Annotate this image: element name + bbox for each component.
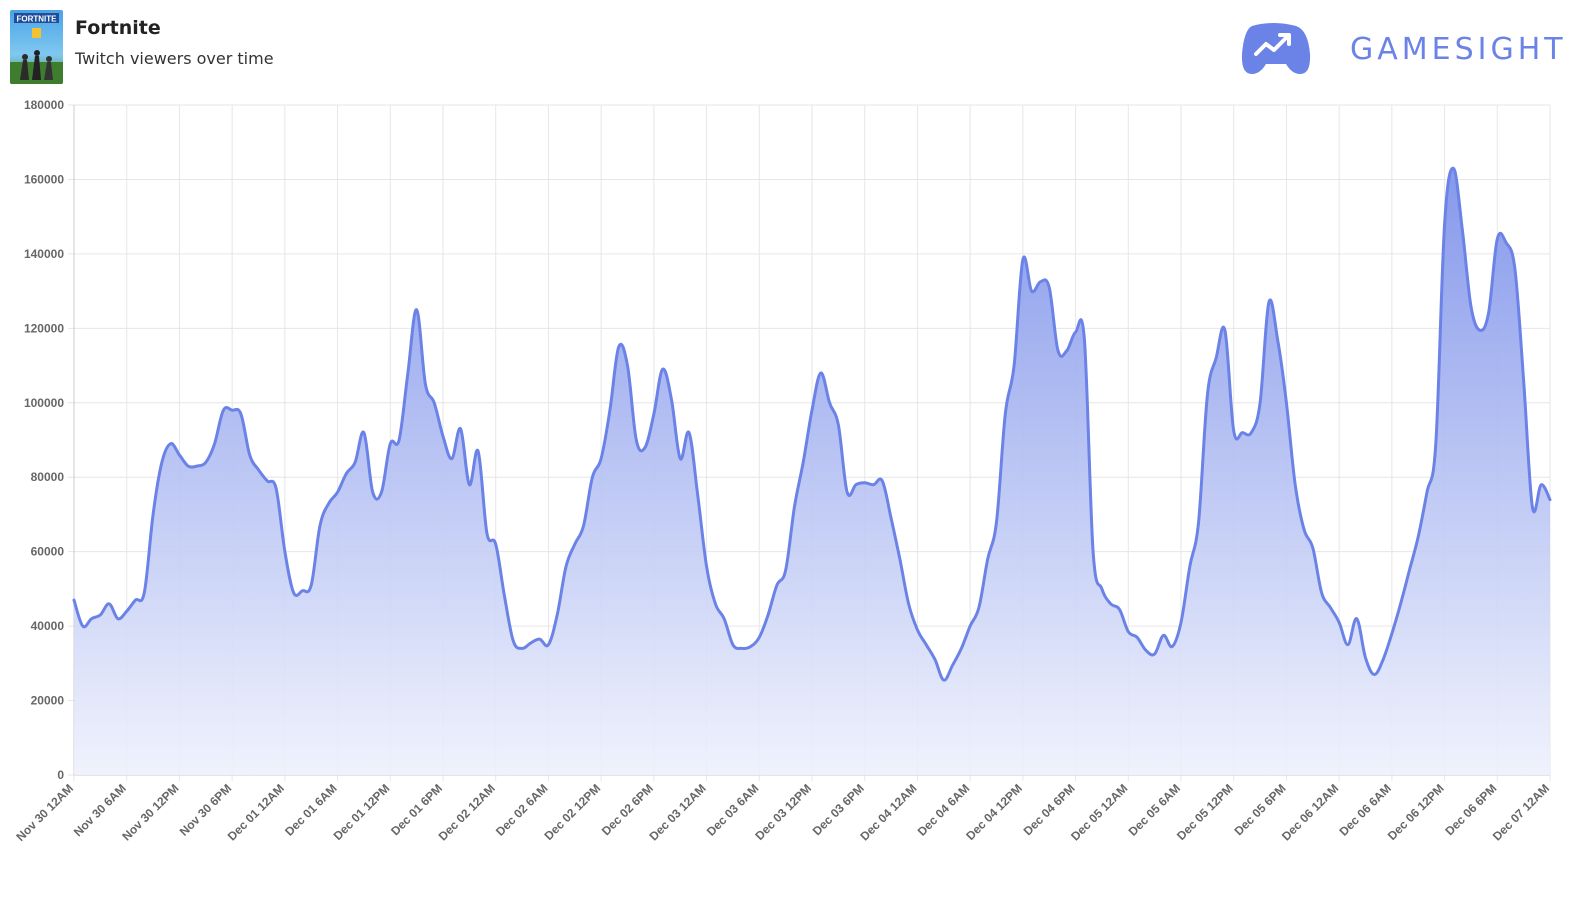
y-tick-label: 120000 <box>24 321 64 335</box>
x-tick-label: Dec 04 12PM <box>963 781 1025 843</box>
svg-text:FORTNITE: FORTNITE <box>17 15 58 24</box>
x-tick-label: Dec 02 6PM <box>599 781 656 838</box>
y-tick-label: 100000 <box>24 396 64 410</box>
x-tick-label: Dec 01 6AM <box>282 781 340 839</box>
x-tick-label: Dec 06 6PM <box>1442 781 1499 838</box>
y-tick-label: 180000 <box>24 98 64 112</box>
x-tick-label: Dec 05 6AM <box>1126 781 1184 839</box>
y-tick-label: 40000 <box>31 619 65 633</box>
x-tick-label: Dec 01 12PM <box>331 781 393 843</box>
x-tick-label: Dec 03 6AM <box>704 781 762 839</box>
x-tick-label: Dec 02 12PM <box>541 781 603 843</box>
y-tick-label: 140000 <box>24 247 64 261</box>
x-tick-label: Dec 04 12AM <box>857 781 919 843</box>
y-tick-label: 60000 <box>31 545 65 559</box>
gamepad-trend-icon <box>1241 23 1311 74</box>
y-tick-label: 20000 <box>31 694 65 708</box>
gamesight-logo: GAMESIGHT <box>1238 20 1578 80</box>
x-tick-label: Dec 07 12AM <box>1490 781 1552 843</box>
x-tick-label: Dec 01 12AM <box>225 781 287 843</box>
x-tick-label: Nov 30 12PM <box>119 781 181 843</box>
x-tick-label: Nov 30 6PM <box>177 781 235 839</box>
viewers-chart: 0 20000 40000 60000 80000 100000 120000 140000 1… <box>13 98 1552 844</box>
x-tick-label: Dec 04 6PM <box>1021 781 1078 838</box>
y-axis: 0 20000 40000 60000 80000 100000 120000 140000 1… <box>24 98 64 782</box>
page-title: Fortnite <box>75 17 161 39</box>
x-tick-label: Dec 02 12AM <box>436 781 498 843</box>
x-tick-label: Dec 02 6AM <box>493 781 551 839</box>
x-tick-label: Dec 05 12AM <box>1068 781 1130 843</box>
x-tick-label: Nov 30 6AM <box>71 781 129 839</box>
x-tick-label: Dec 05 6PM <box>1231 781 1288 838</box>
brand-name: GAMESIGHT <box>1350 32 1567 67</box>
x-tick-label: Nov 30 12AM <box>13 781 76 844</box>
x-tick-label: Dec 04 6AM <box>915 781 973 839</box>
page-subtitle: Twitch viewers over time <box>75 49 274 68</box>
y-tick-label: 80000 <box>31 470 65 484</box>
viewers-line <box>72 166 1552 682</box>
x-tick-label: Dec 06 6AM <box>1336 781 1394 839</box>
x-tick-label: Dec 05 12PM <box>1174 781 1236 843</box>
y-tick-label: 160000 <box>24 172 64 186</box>
header: FORTNITE Fortnite Twitch viewers over ti… <box>0 0 1587 95</box>
x-tick-label: Dec 06 12AM <box>1279 781 1341 843</box>
x-tick-label: Dec 01 6PM <box>388 781 445 838</box>
x-tick-label: Dec 03 12PM <box>752 781 814 843</box>
fortnite-cover-icon: FORTNITE <box>10 10 63 84</box>
x-tick-label: Dec 03 6PM <box>810 781 867 838</box>
y-tick-label: 0 <box>57 768 64 782</box>
x-tick-label: Dec 03 12AM <box>646 781 708 843</box>
x-tick-label: Dec 06 12PM <box>1385 781 1447 843</box>
